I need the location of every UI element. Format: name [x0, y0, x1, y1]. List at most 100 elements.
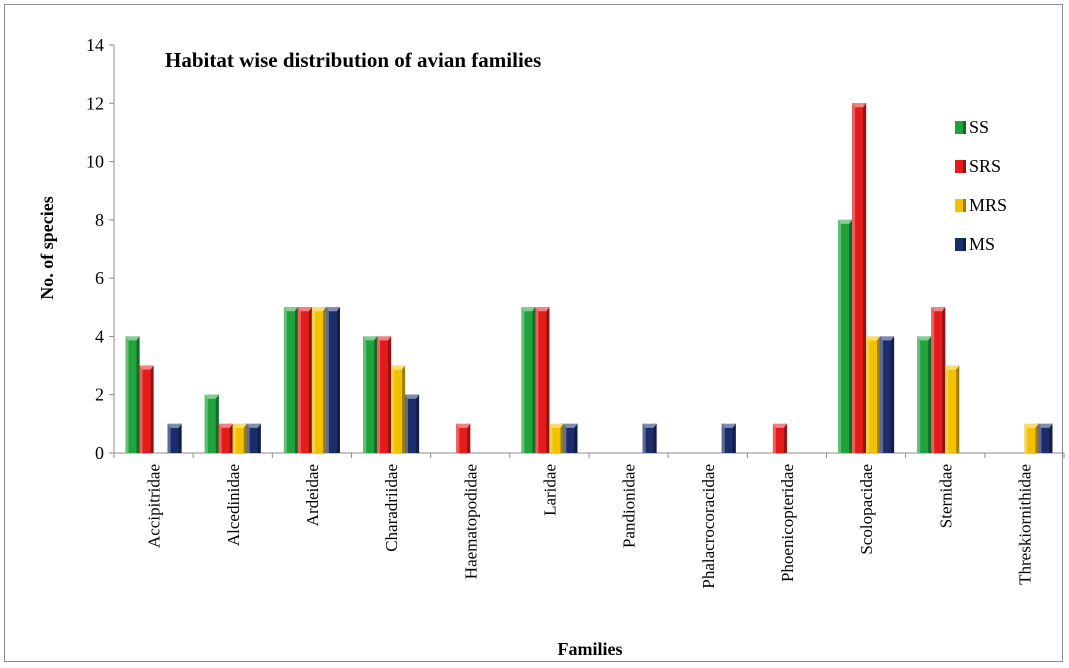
- bar-shadow: [322, 307, 326, 453]
- category-label: Threskiornithidae: [1015, 464, 1034, 585]
- bar-shadow: [402, 365, 406, 453]
- bar-top-bevel: [838, 219, 853, 224]
- bar-ms-scolopacidae: [880, 336, 895, 453]
- legend: SS SRS MRS MS: [955, 117, 1007, 254]
- bar-shadow: [388, 336, 392, 453]
- bar-ss-accipitridae: [125, 336, 140, 453]
- legend-label: SS: [969, 117, 989, 137]
- bar-highlight: [456, 423, 460, 453]
- bar-body: [125, 336, 140, 453]
- bar-shadow: [532, 307, 536, 453]
- y-axis-title: No. of species: [37, 196, 57, 299]
- bar-top-bevel: [563, 423, 578, 428]
- bar-srs-phoenicopteridae: [772, 423, 787, 453]
- bar-body: [218, 423, 233, 453]
- legend-item-srs: SRS: [955, 156, 1001, 176]
- bar-ss-laridae: [521, 307, 536, 453]
- bar-top-bevel: [204, 394, 219, 399]
- bar-body: [721, 423, 736, 453]
- bar-shadow: [229, 423, 233, 453]
- bar-highlight: [167, 423, 171, 453]
- bar-ms-phalacrocoracidae: [721, 423, 736, 453]
- bar-highlight: [917, 336, 921, 453]
- bar-mrs-threskiornithidae: [1024, 423, 1039, 453]
- bar-ss-charadriidae: [363, 336, 378, 453]
- bar-top-bevel: [721, 423, 736, 428]
- bar-highlight: [218, 423, 222, 453]
- category-label: Scolopacidae: [857, 464, 876, 555]
- bar-shadow: [891, 336, 895, 453]
- bar-body: [521, 307, 536, 453]
- bar-top-bevel: [405, 394, 420, 399]
- bar-highlight: [246, 423, 250, 453]
- bar-srs-scolopacidae: [852, 103, 867, 454]
- bar-mrs-sternidae: [945, 365, 960, 453]
- bar-shadow: [336, 307, 340, 453]
- bar-srs-laridae: [535, 307, 550, 453]
- bar-body: [283, 307, 298, 453]
- bar-highlight: [563, 423, 567, 453]
- category-label: Haematopodidae: [461, 464, 480, 579]
- bar-highlight: [521, 307, 525, 453]
- bar-shadow: [574, 423, 578, 453]
- bar-ms-alcedinidae: [246, 423, 261, 453]
- category-label: Alcedinidae: [224, 464, 243, 546]
- bars: [125, 103, 1053, 454]
- bar-top-bevel: [549, 423, 564, 428]
- chart-title: Habitat wise distribution of avian famil…: [165, 48, 541, 72]
- bar-top-bevel: [218, 423, 233, 428]
- legend-swatch-shadow: [963, 160, 966, 173]
- bar-shadow: [560, 423, 564, 453]
- bar-shadow: [956, 365, 960, 453]
- y-tick-label: 0: [95, 443, 104, 463]
- bar-shadow: [215, 394, 219, 453]
- bar-top-bevel: [246, 423, 261, 428]
- bar-highlight: [880, 336, 884, 453]
- bar-shadow: [136, 336, 140, 453]
- y-tick-label: 10: [86, 152, 104, 172]
- bar-body: [642, 423, 657, 453]
- bar-body: [563, 423, 578, 453]
- bar-body: [1024, 423, 1039, 453]
- bar-mrs-ardeidae: [311, 307, 326, 453]
- bar-highlight: [772, 423, 776, 453]
- bar-body: [325, 307, 340, 453]
- bar-body: [852, 103, 867, 454]
- bar-body: [204, 394, 219, 453]
- bar-body: [167, 423, 182, 453]
- bar-body: [311, 307, 326, 453]
- bar-top-bevel: [852, 103, 867, 108]
- bar-body: [405, 394, 420, 453]
- category-label: Accipitridae: [145, 464, 164, 548]
- bar-ss-sternidae: [917, 336, 932, 453]
- bar-srs-sternidae: [931, 307, 946, 453]
- bar-shadow: [150, 365, 154, 453]
- bar-mrs-charadriidae: [391, 365, 406, 453]
- category-label: Ardeidae: [303, 464, 322, 526]
- bar-srs-accipitridae: [139, 365, 154, 453]
- bar-top-bevel: [880, 336, 895, 341]
- bar-mrs-alcedinidae: [232, 423, 247, 453]
- bar-top-bevel: [125, 336, 140, 341]
- bar-body: [931, 307, 946, 453]
- y-tick-label: 8: [95, 210, 104, 230]
- bar-ms-charadriidae: [405, 394, 420, 453]
- category-label: Charadriidae: [382, 464, 401, 552]
- bar-srs-charadriidae: [377, 336, 392, 453]
- bar-shadow: [546, 307, 550, 453]
- bar-srs-ardeidae: [297, 307, 312, 453]
- legend-item-mrs: MRS: [955, 195, 1007, 215]
- legend-label: SRS: [969, 156, 1001, 176]
- bar-ms-pandionidae: [642, 423, 657, 453]
- bar-top-bevel: [772, 423, 787, 428]
- bar-highlight: [363, 336, 367, 453]
- bar-body: [246, 423, 261, 453]
- bar-shadow: [178, 423, 182, 453]
- bar-highlight: [125, 336, 129, 453]
- bar-body: [391, 365, 406, 453]
- bar-top-bevel: [363, 336, 378, 341]
- bar-ss-scolopacidae: [838, 219, 853, 453]
- bar-highlight: [204, 394, 208, 453]
- bar-top-bevel: [642, 423, 657, 428]
